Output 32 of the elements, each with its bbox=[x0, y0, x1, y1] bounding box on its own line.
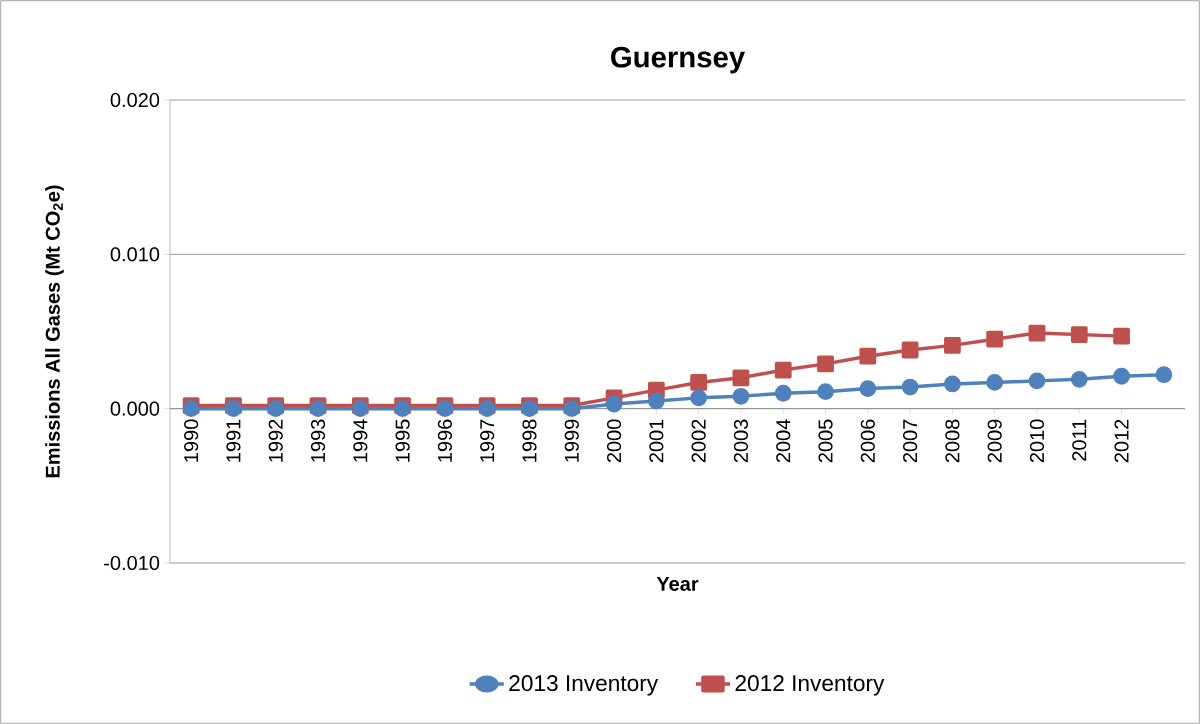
x-tick-label: 1990 bbox=[184, 419, 199, 462]
x-tick-label: 1993 bbox=[310, 419, 326, 462]
x-tick-label: 1999 bbox=[564, 419, 579, 462]
x-tick-label: 2011 bbox=[1072, 419, 1087, 461]
x-tick-label: 1991 bbox=[226, 419, 241, 462]
x-tick-label: 2000 bbox=[606, 419, 622, 463]
x-axis-title: Year bbox=[656, 576, 699, 591]
legend-label: 2013 Inventory bbox=[509, 675, 659, 696]
legend-label: 2012 Inventory bbox=[735, 675, 885, 696]
x-tick-label: 2002 bbox=[691, 419, 706, 463]
x-tick-label: 2003 bbox=[733, 419, 749, 463]
x-tick-label: 1992 bbox=[268, 419, 283, 462]
x-tick-label: 2008 bbox=[945, 419, 960, 463]
x-tick-label: 2001 bbox=[649, 419, 664, 463]
x-tick-label: 2005 bbox=[818, 419, 833, 463]
y-tick-label: 0.000 bbox=[110, 401, 160, 416]
x-tick-label: 1996 bbox=[437, 419, 452, 462]
x-tick-label: 2006 bbox=[860, 419, 875, 463]
chart-title: Guernsey bbox=[611, 46, 746, 74]
x-tick-label: 1995 bbox=[395, 419, 410, 462]
x-tick-label: 2010 bbox=[1029, 419, 1045, 463]
y-tick-label: 0.020 bbox=[110, 92, 160, 108]
x-tick-label: 1997 bbox=[480, 419, 495, 462]
x-tick-label: 2012 bbox=[1114, 419, 1129, 463]
y-axis-title: Emissions All Gases (Mt CO$_{2}$e) bbox=[45, 185, 64, 478]
x-tick-label: 2004 bbox=[776, 419, 791, 463]
y-tick-label: -0.010 bbox=[104, 555, 160, 571]
x-tick-label: 1998 bbox=[522, 419, 537, 462]
x-tick-label: 1994 bbox=[353, 419, 368, 462]
y-tick-label: 0.010 bbox=[110, 247, 160, 262]
x-tick-label: 2009 bbox=[987, 419, 1002, 463]
x-tick-label: 2007 bbox=[903, 419, 918, 463]
